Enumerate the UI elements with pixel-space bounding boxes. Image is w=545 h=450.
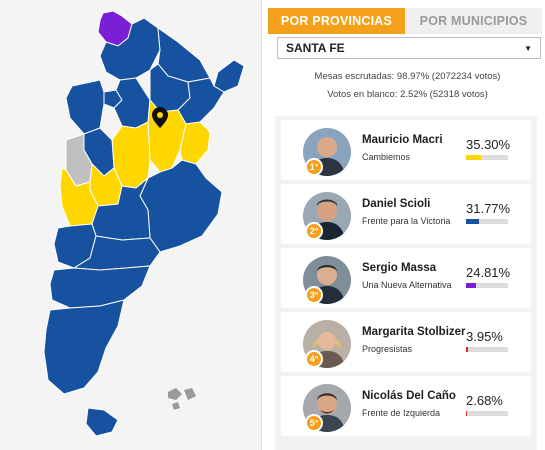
vote-bar — [466, 283, 508, 288]
candidate-percentage: 2.68% — [466, 393, 503, 408]
vote-bar-fill — [466, 411, 468, 416]
vote-bar — [466, 347, 508, 352]
islands-malvinas — [168, 388, 196, 410]
candidate-percentage: 35.30% — [466, 137, 511, 152]
location-pin-icon — [152, 107, 168, 128]
rank-badge: 3° — [305, 286, 323, 304]
province-misiones[interactable] — [213, 59, 245, 93]
candidate-name: Mauricio Macri — [362, 134, 443, 146]
province-entre-rios[interactable] — [179, 121, 211, 165]
candidate-card[interactable]: 5° Nicolás Del Caño Frente de Izquierda … — [281, 376, 531, 436]
candidate-percentage: 24.81% — [466, 265, 511, 280]
candidate-card[interactable]: 4° Margarita Stolbizer Progresistas 3.95… — [281, 312, 531, 372]
vote-bar-fill — [466, 219, 480, 224]
region-tabs: POR PROVINCIAS POR MUNICIPIOS — [268, 8, 542, 34]
candidate-name: Sergio Massa — [362, 262, 437, 274]
mesas-escrutadas: Mesas escrutadas: 98.97% (2072234 votos) — [314, 71, 501, 82]
rank-badge: 1° — [305, 158, 323, 176]
vote-bar-fill — [466, 283, 477, 288]
map-panel — [0, 0, 262, 450]
candidate-party: Frente de Izquierda — [362, 408, 441, 418]
rank-badge: 2° — [305, 222, 323, 240]
province-corrientes[interactable] — [177, 77, 225, 125]
votos-en-blanco: Votos en blanco: 2.52% (52318 votos) — [327, 89, 488, 100]
candidate-percentage: 31.77% — [466, 201, 511, 216]
province-dropdown[interactable]: SANTA FE ▼ — [277, 37, 541, 59]
vote-bar — [466, 411, 508, 416]
province-santiago[interactable] — [113, 77, 151, 129]
candidate-card[interactable]: 2° Daniel Scioli Frente para la Victoria… — [281, 184, 531, 244]
province-catamarca[interactable] — [65, 79, 105, 135]
candidate-card[interactable]: 3° Sergio Massa Una Nueva Alternativa 24… — [281, 248, 531, 308]
province-chubut[interactable] — [49, 265, 151, 309]
argentina-map[interactable] — [0, 0, 262, 450]
rank-badge: 4° — [305, 350, 323, 368]
province-buenos-aires[interactable] — [139, 159, 223, 253]
chevron-down-icon: ▼ — [524, 43, 532, 53]
province-tierra-del-fuego[interactable] — [85, 407, 119, 437]
rank-badge: 5° — [305, 414, 323, 432]
vote-bar — [466, 155, 508, 160]
province-santa-cruz[interactable] — [43, 299, 125, 395]
tab-por-municipios[interactable]: POR MUNICIPIOS — [405, 8, 542, 34]
results-list: 1° Mauricio Macri Cambiemos 35.30% 2° Da… — [275, 116, 537, 450]
vote-bar-fill — [466, 347, 468, 352]
candidate-name: Nicolás Del Caño — [362, 390, 456, 402]
candidate-card[interactable]: 1° Mauricio Macri Cambiemos 35.30% — [281, 120, 531, 180]
candidate-name: Margarita Stolbizer — [362, 326, 466, 338]
vote-bar — [466, 219, 508, 224]
candidate-party: Frente para la Victoria — [362, 216, 451, 226]
tab-por-provincias[interactable]: POR PROVINCIAS — [268, 8, 405, 34]
candidate-party: Cambiemos — [362, 152, 411, 162]
candidate-percentage: 3.95% — [466, 329, 503, 344]
candidate-name: Daniel Scioli — [362, 198, 431, 210]
candidate-party: Progresistas — [362, 344, 413, 354]
candidate-party: Una Nueva Alternativa — [362, 280, 452, 290]
vote-bar-fill — [466, 155, 481, 160]
province-dropdown-value: SANTA FE — [286, 41, 345, 55]
